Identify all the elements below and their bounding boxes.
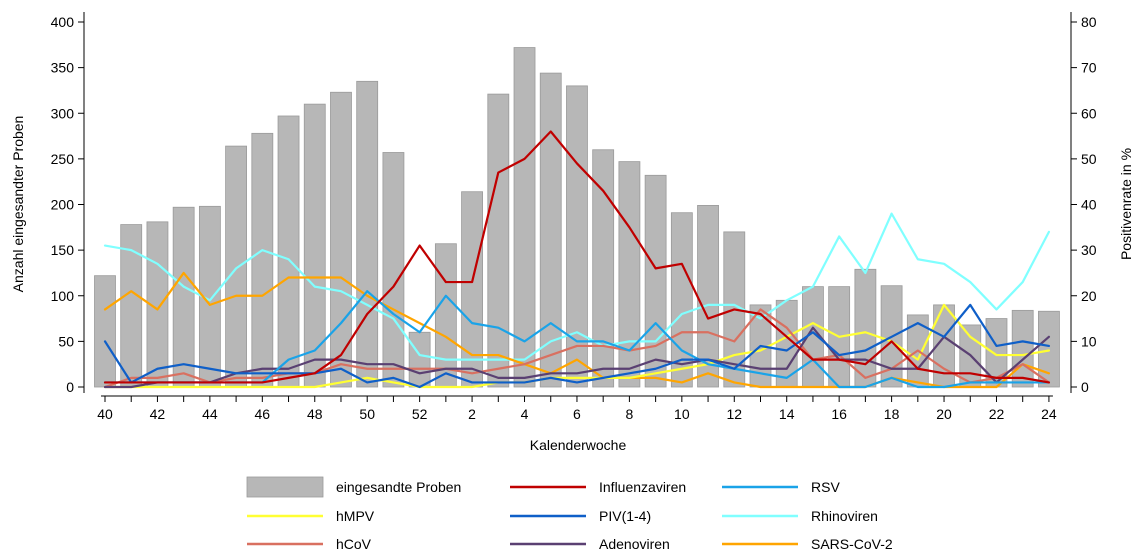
x-tick-label: 20 [936, 406, 952, 422]
legend-label-hcov: hCoV [336, 536, 372, 552]
bar-week-5 [539, 72, 562, 388]
y-left-tick-label: 100 [51, 288, 75, 304]
bar-week-45 [225, 145, 248, 388]
x-tick-label: 52 [412, 406, 428, 422]
x-tick-label: 22 [989, 406, 1005, 422]
y-right-tick-label: 60 [1081, 105, 1097, 121]
legend-label-rhinoviren: Rhinoviren [811, 508, 878, 524]
x-tick-label: 4 [521, 406, 529, 422]
y-left-tick-label: 400 [51, 14, 75, 30]
y-right-tick-label: 0 [1081, 379, 1089, 395]
y-left-axis-title: Anzahl eingesandter Proben [10, 116, 26, 293]
x-tick-label: 44 [202, 406, 218, 422]
bar-week-17 [854, 268, 877, 388]
bar-week-7 [592, 149, 615, 388]
x-tick-label: 12 [726, 406, 742, 422]
bar-week-43 [172, 206, 195, 388]
bar-week-8 [618, 161, 641, 388]
y-left-tick-label: 200 [51, 197, 75, 213]
y-left-tick-label: 350 [51, 60, 75, 76]
bars-layer [94, 47, 1060, 388]
bar-week-46 [251, 132, 274, 388]
y-left-tick-label: 150 [51, 242, 75, 258]
bar-week-48 [303, 103, 326, 388]
bar-week-1 [434, 243, 457, 388]
y-left-tick-label: 300 [51, 105, 75, 121]
y-right-tick-label: 80 [1081, 14, 1097, 30]
y-right-tick-label: 50 [1081, 151, 1097, 167]
legend-swatch-eingesandte-proben [246, 476, 324, 498]
bar-week-9 [644, 174, 667, 388]
y-right-tick-label: 10 [1081, 333, 1097, 349]
bar-week-23 [1011, 309, 1034, 388]
y-right-tick-label: 30 [1081, 242, 1097, 258]
y-right-axis-title: Positivenrate in % [1118, 148, 1134, 260]
legend-label-influenzaviren: Influenzaviren [599, 479, 686, 495]
x-tick-label: 42 [150, 406, 166, 422]
lines-layer [103, 130, 1051, 389]
x-tick-label: 18 [884, 406, 900, 422]
x-tick-label: 10 [674, 406, 690, 422]
bar-week-40 [94, 275, 116, 388]
y-right-tick-label: 20 [1081, 288, 1097, 304]
x-tick-label: 46 [255, 406, 271, 422]
y-left-tick-label: 0 [66, 379, 74, 395]
series-line-rhinoviren [103, 212, 1051, 361]
axes-layer: 0501001502002503003504000102030405060708… [51, 12, 1097, 422]
bar-week-50 [356, 80, 379, 388]
y-right-tick-label: 40 [1081, 197, 1097, 213]
bar-week-6 [566, 85, 588, 388]
bar-week-2 [461, 191, 483, 388]
y-left-tick-label: 50 [58, 333, 74, 349]
series-line-influenzaviren [103, 130, 1051, 384]
x-tick-label: 2 [468, 406, 476, 422]
x-tick-label: 16 [831, 406, 847, 422]
x-tick-label: 40 [97, 406, 113, 422]
legend-label-sars-cov-2: SARS-CoV-2 [811, 536, 893, 552]
x-tick-label: 50 [359, 406, 375, 422]
series-line-adenoviren [103, 326, 1051, 389]
series-line-piv-1-4 [103, 303, 1051, 389]
x-tick-label: 6 [573, 406, 581, 422]
x-tick-label: 48 [307, 406, 323, 422]
bar-week-51 [382, 152, 405, 388]
x-tick-label: 8 [626, 406, 634, 422]
bar-week-10 [670, 212, 693, 388]
x-tick-label: 14 [779, 406, 795, 422]
bar-week-24 [1038, 310, 1060, 388]
legend-label-eingesandte-proben: eingesandte Proben [336, 479, 461, 495]
y-left-tick-label: 250 [51, 151, 75, 167]
bar-week-52 [408, 331, 431, 388]
legend-label-piv-1-4: PIV(1-4) [599, 508, 651, 524]
x-tick-label: 24 [1041, 406, 1057, 422]
y-right-tick-label: 70 [1081, 60, 1097, 76]
legend-label-hmpv: hMPV [336, 508, 375, 524]
legend-label-rsv: RSV [811, 479, 840, 495]
bar-week-3 [487, 93, 510, 388]
legend: eingesandte Proben Influenzaviren RSV hMPV P… [246, 476, 893, 552]
legend-label-adenoviren: Adenoviren [599, 536, 670, 552]
bar-week-47 [277, 115, 300, 388]
bar-week-49 [330, 91, 352, 388]
x-axis-title: Kalenderwoche [530, 437, 627, 453]
bar-week-4 [513, 47, 536, 388]
